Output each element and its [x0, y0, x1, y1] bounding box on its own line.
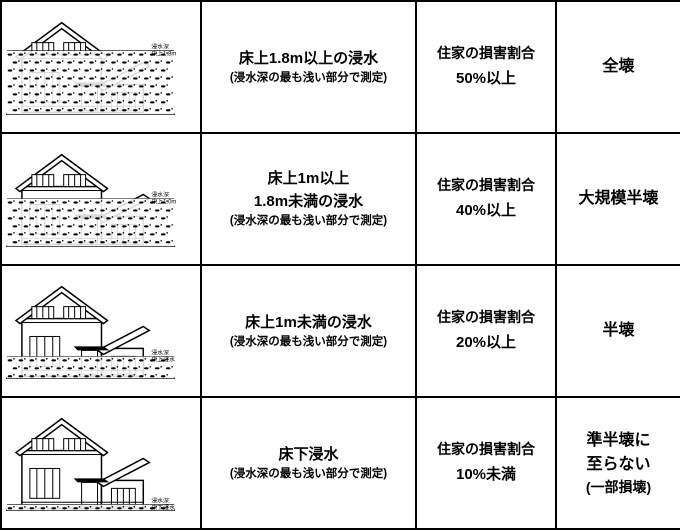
table-row: 浸水深 床上浸水 床上1m未満の浸水(浸水深の最も浅い部分で測定)住家の損害割合… — [1, 265, 680, 397]
category-cell: 大規模半壊 — [556, 133, 680, 265]
ratio-label: 住家の損害割合 — [421, 42, 551, 66]
category-cell: 準半壊に至らない(一部損壊) — [556, 397, 680, 529]
depth-label-1: 浸水深 — [151, 348, 169, 356]
house-illustration: 浸水深 床上1.8m — [4, 4, 198, 130]
depth-label-1: 浸水深 — [151, 191, 169, 199]
category-label: 半壊 — [561, 319, 676, 343]
ratio-label: 住家の損害割合 — [421, 306, 551, 330]
condition-title: 床上1m以上 — [206, 168, 411, 191]
ratio-value: 50%以上 — [421, 66, 551, 92]
ratio-value: 10%未満 — [421, 462, 551, 488]
category-label: 全壊 — [561, 55, 676, 79]
illustration-cell: 浸水深 床上浸水 — [1, 265, 201, 397]
table-row: 浸水深 床下浸水 床下浸水(浸水深の最も浅い部分で測定)住家の損害割合10%未満… — [1, 397, 680, 529]
condition-sub: (浸水深の最も浅い部分で測定) — [206, 213, 411, 229]
category-cell: 半壊 — [556, 265, 680, 397]
illustration-cell: 浸水深 床下浸水 — [1, 397, 201, 529]
category-label: 大規模半壊 — [561, 187, 676, 211]
ratio-cell: 住家の損害割合40%以上 — [416, 133, 556, 265]
table-row: 浸水深 床上1.8m 床上1.8m以上の浸水(浸水深の最も浅い部分で測定)住家の… — [1, 1, 680, 133]
illustration-cell: 浸水深 床上1.0m — [1, 133, 201, 265]
depth-label-1: 浸水深 — [151, 43, 169, 51]
ratio-cell: 住家の損害割合10%未満 — [416, 397, 556, 529]
flood-damage-table: 浸水深 床上1.8m 床上1.8m以上の浸水(浸水深の最も浅い部分で測定)住家の… — [0, 0, 680, 530]
depth-label-1: 浸水深 — [151, 496, 169, 504]
category-label: 至らない — [561, 453, 676, 477]
depth-label-2: 床上浸水 — [151, 355, 175, 363]
depth-label-2: 床上1.8m — [151, 50, 176, 58]
category-label: 準半壊に — [561, 429, 676, 453]
condition-title: 1.8m未満の浸水 — [206, 191, 411, 214]
condition-cell: 床上1m未満の浸水(浸水深の最も浅い部分で測定) — [201, 265, 416, 397]
house-illustration: 浸水深 床上浸水 — [4, 268, 198, 394]
ratio-cell: 住家の損害割合20%以上 — [416, 265, 556, 397]
depth-label-2: 床上1.0m — [151, 197, 176, 205]
condition-sub: (浸水深の最も浅い部分で測定) — [206, 70, 411, 86]
condition-title: 床上1m未満の浸水 — [206, 312, 411, 335]
condition-title: 床下浸水 — [206, 444, 411, 467]
condition-cell: 床下浸水(浸水深の最も浅い部分で測定) — [201, 397, 416, 529]
illustration-cell: 浸水深 床上1.8m — [1, 1, 201, 133]
table-row: 浸水深 床上1.0m 床上1m以上1.8m未満の浸水(浸水深の最も浅い部分で測定… — [1, 133, 680, 265]
ratio-cell: 住家の損害割合50%以上 — [416, 1, 556, 133]
house-illustration: 浸水深 床上1.0m — [4, 136, 198, 262]
condition-sub: (浸水深の最も浅い部分で測定) — [206, 334, 411, 350]
condition-cell: 床上1m以上1.8m未満の浸水(浸水深の最も浅い部分で測定) — [201, 133, 416, 265]
house-illustration: 浸水深 床下浸水 — [4, 400, 198, 526]
condition-sub: (浸水深の最も浅い部分で測定) — [206, 466, 411, 482]
category-cell: 全壊 — [556, 1, 680, 133]
condition-title: 床上1.8m以上の浸水 — [206, 48, 411, 71]
ratio-label: 住家の損害割合 — [421, 438, 551, 462]
ratio-value: 20%以上 — [421, 330, 551, 356]
condition-cell: 床上1.8m以上の浸水(浸水深の最も浅い部分で測定) — [201, 1, 416, 133]
ratio-value: 40%以上 — [421, 198, 551, 224]
category-sub: (一部損壊) — [561, 477, 676, 498]
depth-label-2: 床下浸水 — [151, 503, 175, 511]
ratio-label: 住家の損害割合 — [421, 174, 551, 198]
